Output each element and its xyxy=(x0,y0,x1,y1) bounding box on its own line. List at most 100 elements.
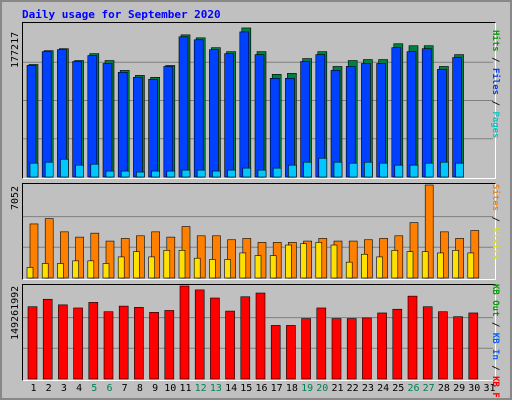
kbytes-bar xyxy=(179,285,190,380)
visits-bar xyxy=(209,259,216,279)
day-label: 6 xyxy=(106,383,113,394)
sites-bar xyxy=(424,184,434,279)
visits-bar xyxy=(345,261,353,279)
sites-bar xyxy=(29,223,39,279)
day-label: 19 xyxy=(301,383,314,394)
visits-bar xyxy=(406,251,414,279)
day-label: 26 xyxy=(407,383,420,394)
kbytes-bar xyxy=(407,295,418,380)
pages-bar xyxy=(409,164,419,178)
day-label: 23 xyxy=(361,383,374,394)
pages-bar xyxy=(379,162,388,178)
sites-bar xyxy=(227,239,236,279)
day-label: 17 xyxy=(270,383,283,394)
kbytes-bar xyxy=(331,318,342,380)
pages-bar xyxy=(29,162,39,178)
files-bar xyxy=(117,72,128,178)
kbytes-bar xyxy=(422,306,433,380)
visits-bar xyxy=(285,244,292,279)
pages-bar xyxy=(333,161,343,178)
visits-bar xyxy=(361,253,368,279)
kbytes-bar xyxy=(27,306,38,380)
kbytes-bar xyxy=(346,318,357,380)
sites-bar xyxy=(409,222,419,279)
kbytes-bar xyxy=(468,312,479,380)
chart-title: Daily usage for September 2020 xyxy=(22,8,221,21)
files-bar xyxy=(437,69,447,178)
files-bar xyxy=(376,63,386,178)
day-label: 11 xyxy=(179,383,192,394)
visits-bar xyxy=(87,260,95,279)
visits-bar xyxy=(437,252,444,279)
files-bar xyxy=(87,55,98,178)
visits-bar xyxy=(376,256,383,279)
pages-bar xyxy=(257,169,267,178)
files-bar xyxy=(345,66,356,178)
day-label: 16 xyxy=(255,383,268,394)
files-bar xyxy=(26,65,37,178)
pages-bar xyxy=(272,167,282,178)
visits-bar xyxy=(269,255,277,279)
day-label: 7 xyxy=(121,383,128,394)
pages-bar xyxy=(136,171,145,178)
sites-bar xyxy=(212,235,221,279)
day-label: 14 xyxy=(225,383,238,394)
kbytes-bar xyxy=(362,317,372,380)
kbytes-bar xyxy=(210,297,220,380)
pages-bar xyxy=(394,164,404,178)
files-bar xyxy=(193,39,204,178)
pages-bar xyxy=(60,158,69,178)
day-label: 30 xyxy=(468,383,481,394)
pages-bar xyxy=(90,163,100,178)
pages-bar xyxy=(212,170,221,178)
pages-bar xyxy=(75,164,84,178)
day-label: 5 xyxy=(91,383,98,394)
visits-bar xyxy=(300,243,307,279)
files-bar xyxy=(72,61,82,178)
day-label: 21 xyxy=(331,383,344,394)
kbytes-bar xyxy=(73,307,83,380)
kbytes-bar xyxy=(225,310,235,380)
files-bar xyxy=(269,77,280,178)
sites-bar xyxy=(75,236,84,279)
sites-bar xyxy=(105,240,115,279)
kbytes-bar xyxy=(316,307,327,380)
pages-bar xyxy=(303,161,312,178)
visits-bar xyxy=(193,257,201,279)
day-label: 13 xyxy=(209,383,222,394)
pages-bar xyxy=(105,170,115,178)
pages-bar xyxy=(227,169,236,178)
kbytes-bar xyxy=(255,292,266,380)
files-bar xyxy=(391,47,402,178)
pages-bar xyxy=(120,170,130,178)
day-label: 27 xyxy=(422,383,435,394)
kbytes-bar xyxy=(88,302,99,380)
files-bar xyxy=(406,51,417,178)
pages-bar xyxy=(242,167,252,178)
files-bar xyxy=(254,54,265,178)
files-bar xyxy=(209,49,219,178)
visits-bar xyxy=(224,259,231,279)
pages-bar xyxy=(318,157,328,178)
day-label: 9 xyxy=(152,383,159,394)
day-label: 25 xyxy=(392,383,405,394)
day-label: 8 xyxy=(136,383,143,394)
day-label: 12 xyxy=(194,383,207,394)
files-bar xyxy=(178,36,189,178)
day-label: 10 xyxy=(164,383,177,394)
files-bar xyxy=(57,49,67,178)
kbytes-bar xyxy=(194,289,205,380)
files-bar xyxy=(361,63,371,178)
files-bar xyxy=(300,61,310,178)
visits-bar xyxy=(239,252,247,279)
pages-bar xyxy=(455,162,464,178)
visits-bar xyxy=(178,250,186,279)
kbytes-bar xyxy=(377,312,387,380)
visits-bar xyxy=(421,251,429,279)
pages-bar xyxy=(288,164,297,178)
kbytes-bar xyxy=(301,318,311,380)
files-bar xyxy=(452,57,462,178)
visits-bar xyxy=(452,250,459,279)
